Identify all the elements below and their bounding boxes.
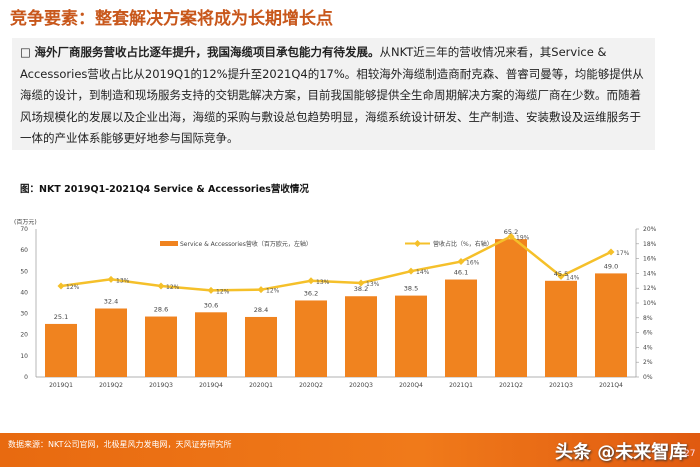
y2-tick-label: 2% xyxy=(643,359,653,366)
x-tick-label: 2020Q4 xyxy=(399,382,423,389)
line-marker xyxy=(257,286,265,294)
bar-data-label: 32.4 xyxy=(104,297,118,305)
line-data-label: 17% xyxy=(616,250,630,257)
y2-tick-label: 18% xyxy=(643,241,657,248)
y-tick-label: 30 xyxy=(20,311,28,318)
y2-tick-label: 10% xyxy=(643,300,657,307)
y2-tick-label: 4% xyxy=(643,344,653,351)
bar-data-label: 45.5 xyxy=(554,270,568,278)
line-data-label: 13% xyxy=(116,277,130,284)
data-source: 数据来源：NKT公司官网，北极星风力发电网，天风证券研究所 xyxy=(8,440,232,449)
y2-tick-label: 8% xyxy=(643,315,653,322)
bar xyxy=(45,323,77,377)
line-data-label: 12% xyxy=(166,284,180,291)
line-marker xyxy=(457,258,465,266)
y-tick-label: 60 xyxy=(20,247,28,254)
line-marker xyxy=(607,248,615,256)
summary-text: 从NKT近三年的营收情况来看，其Service & Accessories营收占… xyxy=(20,45,644,146)
x-tick-label: 2020Q1 xyxy=(249,382,273,389)
x-tick-label: 2020Q2 xyxy=(299,382,323,389)
x-tick-label: 2021Q2 xyxy=(499,382,523,389)
bar-data-label: 30.6 xyxy=(204,301,218,309)
line-marker xyxy=(307,277,315,285)
y-tick-label: 0 xyxy=(24,374,28,381)
chart-title: 图：NKT 2019Q1-2021Q4 Service & Accessorie… xyxy=(20,184,309,195)
x-tick-label: 2019Q2 xyxy=(99,382,123,389)
line-marker xyxy=(357,279,365,287)
x-tick-label: 2019Q4 xyxy=(199,382,223,389)
line-marker xyxy=(557,272,565,280)
footer: 数据来源：NKT公司官网，北极星风力发电网，天风证券研究所 头条 @未来智库 2… xyxy=(0,433,700,467)
page-number: 27 xyxy=(684,449,696,459)
bar xyxy=(445,279,477,377)
page-title: 竞争要素：整套解决方案将成为长期增长点 xyxy=(10,9,333,29)
x-tick-label: 2021Q4 xyxy=(599,382,623,389)
summary-box xyxy=(12,38,655,150)
line-marker xyxy=(207,286,215,294)
bar-data-label: 38.2 xyxy=(354,285,368,293)
legend-bar-label: Service & Accessories营收（百万欧元，左轴） xyxy=(180,240,312,248)
line-data-label: 12% xyxy=(266,288,280,295)
bar-data-label: 49.0 xyxy=(604,262,618,270)
bar-data-label: 25.1 xyxy=(54,313,68,321)
x-tick-label: 2020Q3 xyxy=(349,382,373,389)
y2-tick-label: 0% xyxy=(643,374,653,381)
y-tick-label: 10 xyxy=(20,353,28,360)
y2-tick-label: 12% xyxy=(643,285,657,292)
bar xyxy=(295,300,327,377)
line-data-label: 12% xyxy=(216,288,230,295)
watermark: 头条 @未来智库 xyxy=(555,442,688,463)
legend-bar-swatch xyxy=(160,241,178,246)
x-tick-label: 2021Q1 xyxy=(449,382,473,389)
y-tick-label: 70 xyxy=(20,226,28,233)
bar-data-label: 65.2 xyxy=(504,228,518,236)
line-data-label: 13% xyxy=(366,281,380,288)
line-marker xyxy=(107,275,115,283)
bar xyxy=(195,312,227,377)
y-axis-unit: (百万元) xyxy=(14,219,37,226)
bar xyxy=(395,295,427,377)
y-tick-label: 20 xyxy=(20,332,28,339)
x-tick-label: 2019Q3 xyxy=(149,382,173,389)
bar xyxy=(345,296,377,377)
bar xyxy=(245,316,277,377)
y2-tick-label: 6% xyxy=(643,330,653,337)
y2-tick-label: 14% xyxy=(643,270,657,277)
bar-data-label: 36.2 xyxy=(304,289,318,297)
line-data-label: 19% xyxy=(516,234,530,241)
summary-bold: 海外厂商服务营收占比逐年提升，我国海缆项目承包能力有待发展。 xyxy=(34,45,380,59)
bar xyxy=(545,280,577,377)
line-marker xyxy=(407,267,415,275)
bar xyxy=(145,316,177,377)
summary-paragraph: □ 海外厂商服务营收占比逐年提升，我国海缆项目承包能力有待发展。从NKT近三年的… xyxy=(20,42,652,150)
bar-data-label: 28.6 xyxy=(154,306,168,314)
bar xyxy=(95,308,127,377)
x-tick-label: 2019Q1 xyxy=(49,382,73,389)
line-marker xyxy=(157,282,165,290)
y-tick-label: 40 xyxy=(20,289,28,296)
bar-data-label: 28.4 xyxy=(254,306,268,314)
line-data-label: 12% xyxy=(66,284,80,291)
y2-tick-label: 20% xyxy=(643,226,657,233)
x-tick-label: 2021Q3 xyxy=(549,382,573,389)
line-data-label: 14% xyxy=(416,269,430,276)
legend-line-label: 营收占比（%，右轴） xyxy=(433,240,493,248)
line-series xyxy=(60,234,612,292)
bar-data-label: 38.5 xyxy=(404,285,418,293)
y2-tick-label: 16% xyxy=(643,256,657,263)
bar xyxy=(595,273,627,377)
bar xyxy=(495,239,527,377)
line-data-label: 16% xyxy=(466,260,480,267)
bar-data-label: 46.1 xyxy=(454,269,468,277)
line-marker xyxy=(507,232,515,240)
y-tick-label: 50 xyxy=(20,268,28,275)
line-data-label: 14% xyxy=(566,274,580,281)
line-data-label: 13% xyxy=(316,279,330,286)
bullet-icon: □ xyxy=(20,45,35,59)
line-marker xyxy=(57,282,65,290)
legend-line-marker xyxy=(414,240,421,247)
